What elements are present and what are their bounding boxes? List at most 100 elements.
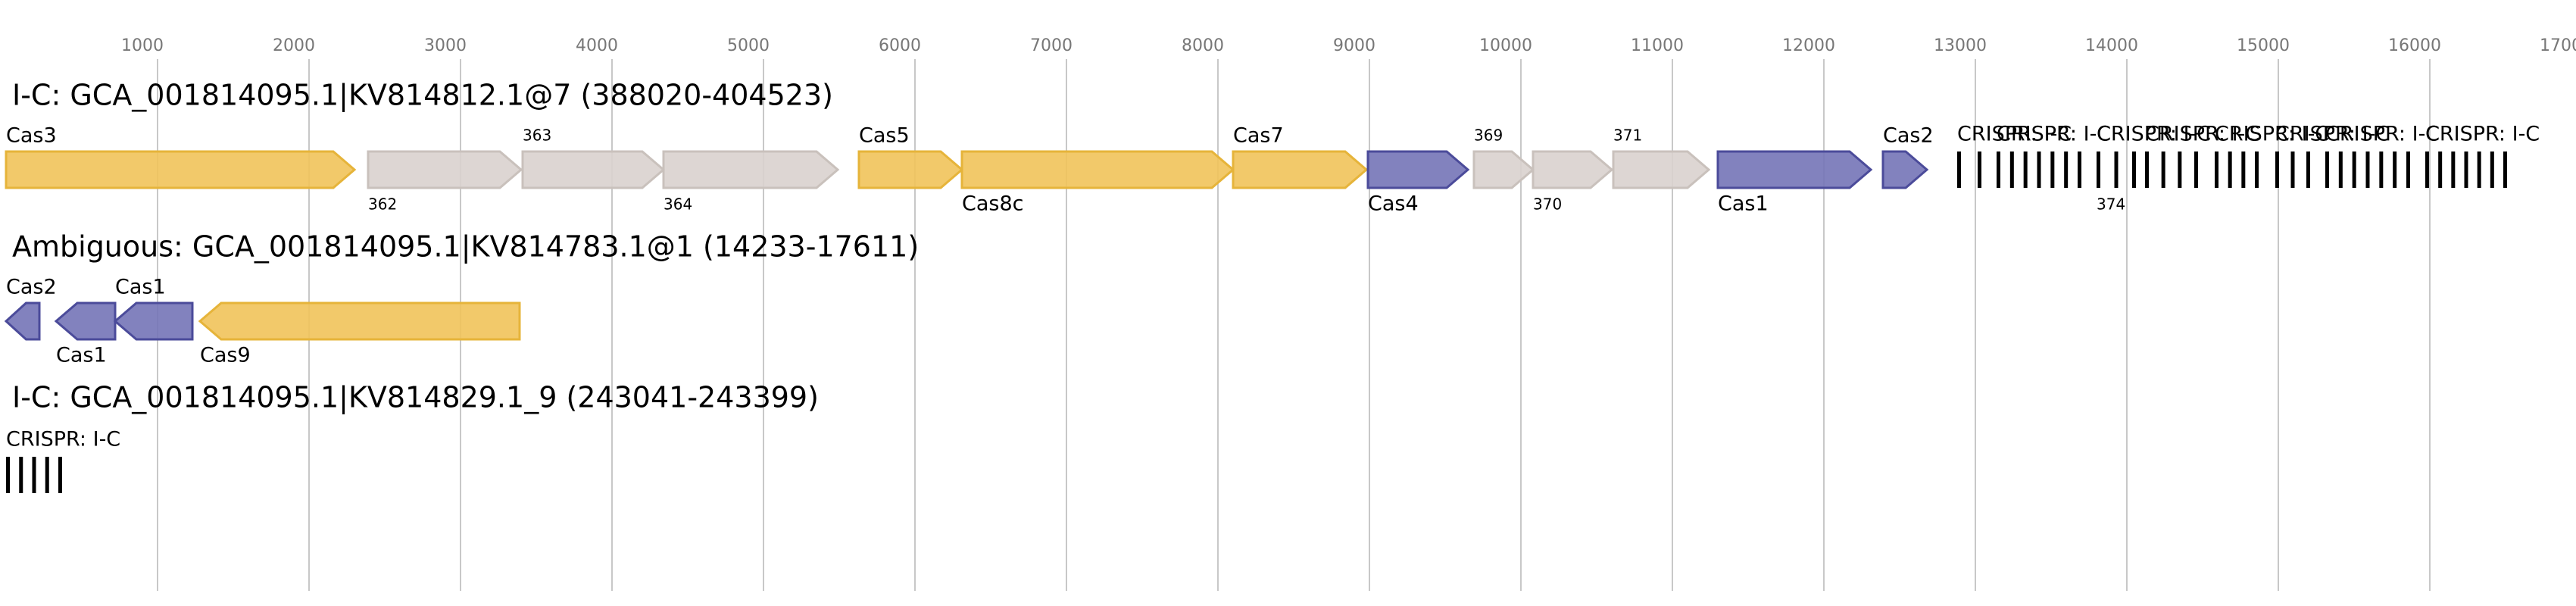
x-tick-label: 5000 [727, 36, 770, 55]
crispr-repeat [2050, 152, 2055, 188]
crispr-repeat [2228, 152, 2232, 188]
crispr-repeat [2464, 152, 2468, 188]
gene-label: 370 [1533, 195, 1562, 214]
crispr-repeat [1957, 152, 1961, 188]
track-title: Ambiguous: GCA_001814095.1|KV814783.1@1 … [12, 230, 919, 264]
crispr-repeat [2037, 152, 2041, 188]
gene-arrow [1716, 150, 1873, 189]
crispr-repeat [2490, 152, 2494, 188]
gene-label: Cas9 [200, 344, 251, 367]
gene-arrow [5, 150, 357, 189]
crispr-label: CRISPR: I-C [2325, 123, 2440, 146]
crispr-repeat [2097, 152, 2100, 188]
gene-arrow [113, 301, 194, 341]
crispr-repeat [2161, 152, 2165, 188]
crispr-repeat [2503, 152, 2507, 188]
crispr-repeat [2325, 152, 2329, 188]
gene-label: Cas2 [1883, 124, 1934, 148]
crispr-repeat [2178, 152, 2182, 188]
x-tick-label: 10000 [1479, 36, 1532, 55]
crispr-repeat [45, 457, 49, 493]
crispr-repeat [2451, 152, 2456, 188]
gene-label: 362 [368, 195, 397, 214]
crispr-repeat [2477, 152, 2481, 188]
crispr-repeat [2438, 152, 2443, 188]
gene-label: 371 [1613, 127, 1642, 145]
x-tick-label: 1000 [121, 36, 164, 55]
crispr-repeat [58, 457, 62, 493]
crispr-label: CRISPR: I-C [6, 428, 120, 451]
x-tick-label: 15000 [2237, 36, 2290, 55]
crispr-repeat [2145, 152, 2149, 188]
crispr-repeat [2275, 152, 2279, 188]
crispr-repeat [19, 457, 23, 493]
gene-arrow [1232, 150, 1369, 189]
x-tick-label: 9000 [1333, 36, 1375, 55]
gene-label: 374 [2097, 195, 2125, 214]
track-title: I-C: GCA_001814095.1|KV814812.1@7 (38802… [12, 79, 833, 113]
crispr-label: CRISPR: I-C [2145, 123, 2259, 146]
x-tick-label: 13000 [1934, 36, 1987, 55]
gene-label: Cas1 [56, 344, 107, 367]
x-tick-label: 3000 [424, 36, 467, 55]
gene-arrow [1881, 150, 1929, 189]
crispr-repeat [2255, 152, 2259, 188]
gene-arrow [1612, 150, 1711, 189]
crispr-repeat [2352, 152, 2356, 188]
crispr-repeat [2306, 152, 2310, 188]
crispr-repeat [2215, 152, 2218, 188]
crispr-label: CRISPR: I-C [2275, 123, 2390, 146]
crispr-repeat [1978, 152, 1981, 188]
gene-arrow [54, 301, 117, 341]
crispr-repeat [2338, 152, 2343, 188]
crispr-label: CRISPR: I-C [2215, 123, 2329, 146]
gene-arrow [1472, 150, 1535, 189]
gene-label: Cas4 [1368, 192, 1419, 216]
crispr-repeat [2425, 152, 2429, 188]
track-title: I-C: GCA_001814095.1|KV814829.1_9 (24304… [12, 381, 819, 415]
crispr-repeat [2009, 152, 2014, 188]
x-tick-label: 8000 [1182, 36, 1224, 55]
crispr-repeat [2132, 152, 2136, 188]
crispr-repeat [2379, 152, 2384, 188]
crispr-repeat [2365, 152, 2370, 188]
crispr-label: CRISPR: I-C [2425, 123, 2540, 146]
crispr-repeat [2078, 152, 2081, 188]
gene-label: Cas8c [962, 192, 1024, 216]
crispr-repeat [2194, 152, 2198, 188]
x-tick-label: 11000 [1631, 36, 1684, 55]
gene-label: Cas1 [1718, 192, 1769, 216]
gene-arrow [1532, 150, 1614, 189]
x-tick-label: 7000 [1030, 36, 1073, 55]
gene-label: Cas7 [1233, 124, 1284, 148]
gene-label: Cas2 [6, 276, 57, 299]
gene-arrow [1366, 150, 1470, 189]
x-tick-label: 4000 [576, 36, 618, 55]
crispr-repeat [6, 457, 10, 493]
x-tick-label: 17000 [2540, 36, 2576, 55]
x-tick-label: 14000 [2085, 36, 2138, 55]
crispr-repeat [2064, 152, 2069, 188]
x-tick-label: 12000 [1782, 36, 1835, 55]
x-tick-label: 2000 [273, 36, 315, 55]
gene-arrow [857, 150, 964, 189]
crispr-label: CRISPR: I-C [1997, 123, 2111, 146]
crispr-repeat [2406, 152, 2410, 188]
x-tick-label: 16000 [2388, 36, 2441, 55]
gene-arrow [4, 301, 41, 341]
gene-label: 364 [664, 195, 692, 214]
crispr-repeat [2114, 152, 2119, 188]
gene-label: Cas5 [859, 124, 910, 148]
crispr-label: CRISPR: I-C [1957, 123, 2072, 146]
crispr-label: CRISPR: I-C [2097, 123, 2211, 146]
crispr-repeat [1997, 152, 2000, 188]
crispr-repeat [2393, 152, 2397, 188]
gene-label: Cas1 [115, 276, 166, 299]
gene-label: 363 [523, 127, 551, 145]
gene-arrow [960, 150, 1235, 189]
crispr-repeat [2241, 152, 2246, 188]
gene-arrow [198, 301, 521, 341]
crispr-repeat [2290, 152, 2295, 188]
gene-arrow [521, 150, 666, 189]
